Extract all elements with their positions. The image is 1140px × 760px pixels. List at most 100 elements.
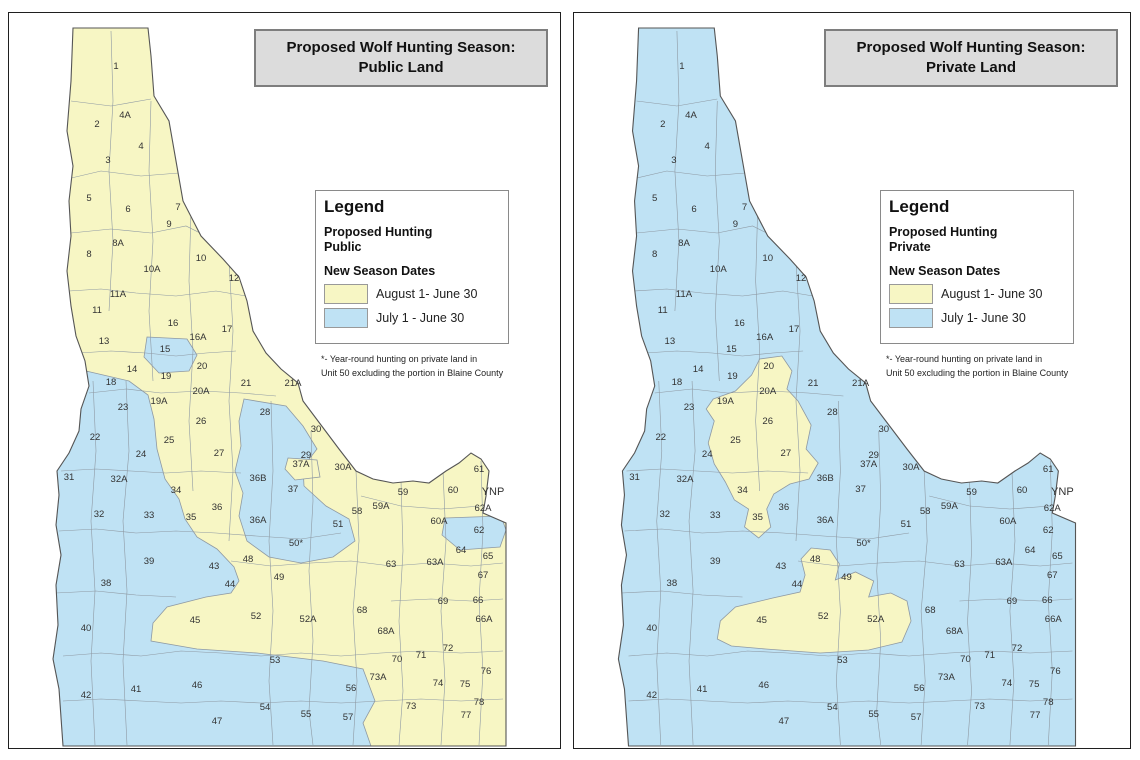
unit-label-59A: 59A [941,501,959,512]
legend-item-july: July 1 - June 30 [324,308,500,328]
map-title-line1: Proposed Wolf Hunting Season: [286,38,516,56]
map-title-box: Proposed Wolf Hunting Season: Private La… [824,29,1118,87]
unit-label-77: 77 [461,710,472,721]
unit-label-26: 26 [762,416,773,427]
unit-label-5: 5 [86,193,91,204]
unit-label-36A: 36A [250,515,268,526]
unit-label-50*: 50* [289,538,304,549]
unit-label-64: 64 [1025,545,1036,556]
unit-label-71: 71 [416,650,427,661]
unit-label-14: 14 [693,364,704,375]
season-region-blob15 [143,336,198,374]
unit-label-53: 53 [270,655,281,666]
unit-label-59: 59 [398,487,409,498]
season-region-centralEast [234,398,356,564]
unit-label-40: 40 [81,623,92,634]
footnote-line1: *- Year-round hunting on private land in [321,354,478,364]
unit-label-18: 18 [106,377,117,388]
unit-label-77: 77 [1030,710,1041,721]
unit-label-10: 10 [196,253,207,264]
unit-label-23: 23 [118,402,129,413]
legend-item-august-label: August 1- June 30 [941,287,1043,301]
state-border [52,27,507,747]
unit-label-31: 31 [629,472,640,483]
unit-label-55: 55 [301,709,312,720]
unit-label-46: 46 [758,680,769,691]
unit-label-20: 20 [197,361,208,372]
unit-label-62: 62 [1043,525,1054,536]
unit-label-54: 54 [260,702,271,713]
unit-label-74: 74 [1002,678,1013,689]
unit-label-61: 61 [1043,464,1054,475]
legend-item-july: July 1- June 30 [889,308,1065,328]
unit-label-57: 57 [911,712,922,723]
unit-label-68: 68 [925,605,936,616]
unit-label-10A: 10A [144,264,162,275]
unit-label-58: 58 [920,506,931,517]
unit-label-22: 22 [655,432,666,443]
unit-label-7: 7 [742,202,747,213]
legend-title: Legend [889,197,950,216]
july-color-swatch [324,308,368,328]
unit-label-5: 5 [652,193,657,204]
unit-label-37A: 37A [860,459,878,470]
legend-title: Legend [324,197,385,216]
unit-label-4: 4 [705,141,711,152]
unit-label-49: 49 [274,572,285,583]
july-color-swatch [889,308,933,328]
unit-label-49: 49 [841,572,852,583]
unit-label-75: 75 [460,679,471,690]
unit-label-4: 4 [138,141,143,152]
unit-label-4A: 4A [685,110,697,121]
unit-label-14: 14 [127,364,138,375]
unit-label-46: 46 [192,680,203,691]
legend-item-august: August 1- June 30 [324,284,500,304]
unit-label-60: 60 [1017,485,1028,496]
unit-label-73: 73 [406,701,417,712]
unit-label-19A: 19A [717,396,735,407]
unit-label-73A: 73A [938,672,956,683]
unit-label-58: 58 [352,506,363,517]
unit-label-35: 35 [752,512,763,523]
legend-item-july-label: July 1- June 30 [941,311,1026,325]
unit-label-20A: 20A [193,386,211,397]
legend-item-august-label: August 1- June 30 [376,287,478,301]
unit-label-66A: 66A [476,614,494,625]
unit-label-59: 59 [966,487,977,498]
unit-label-66A: 66A [1045,614,1063,625]
unit-label-8A: 8A [678,238,690,249]
unit-label-37: 37 [855,484,866,495]
unit-label-76: 76 [1050,666,1061,677]
unit-label-21: 21 [808,378,819,389]
unit-label-26: 26 [196,416,207,427]
unit-label-34: 34 [171,485,182,496]
unit-label-25: 25 [164,435,175,446]
map-title-line2: Private Land [925,59,1017,76]
unit-label-42: 42 [646,690,657,701]
footnote-line2: Unit 50 excluding the portion in Blaine … [321,367,504,378]
unit-label-8: 8 [652,249,657,260]
unit-label-55: 55 [868,709,879,720]
unit-label-4A: 4A [119,110,131,121]
map-panel-private: 1 2 4A 4 3 5 6 7 9 8A 8 10A 10 12 11A 11 16 13 16A 15 17 14 18… [573,12,1131,749]
unit-label-2: 2 [94,119,99,130]
unit-label-42: 42 [81,690,92,701]
unit-label-7: 7 [175,202,180,213]
unit-label-36: 36 [779,502,790,513]
unit-label-32: 32 [659,509,670,520]
unit-label-37A: 37A [293,459,311,470]
unit-label-36: 36 [212,502,223,513]
unit-label-32: 32 [94,509,105,520]
unit-label-68: 68 [357,605,368,616]
unit-label-61: 61 [474,464,485,475]
unit-label-11A: 11A [676,289,693,300]
unit-label-16A: 16A [756,332,774,343]
unit-label-52: 52 [818,611,829,622]
legend-category-line1: Proposed Hunting [324,225,433,239]
unit-label-53: 53 [837,655,848,666]
august-color-swatch [889,284,933,304]
unit-label-51: 51 [901,519,912,530]
unit-label-1: 1 [679,61,684,72]
